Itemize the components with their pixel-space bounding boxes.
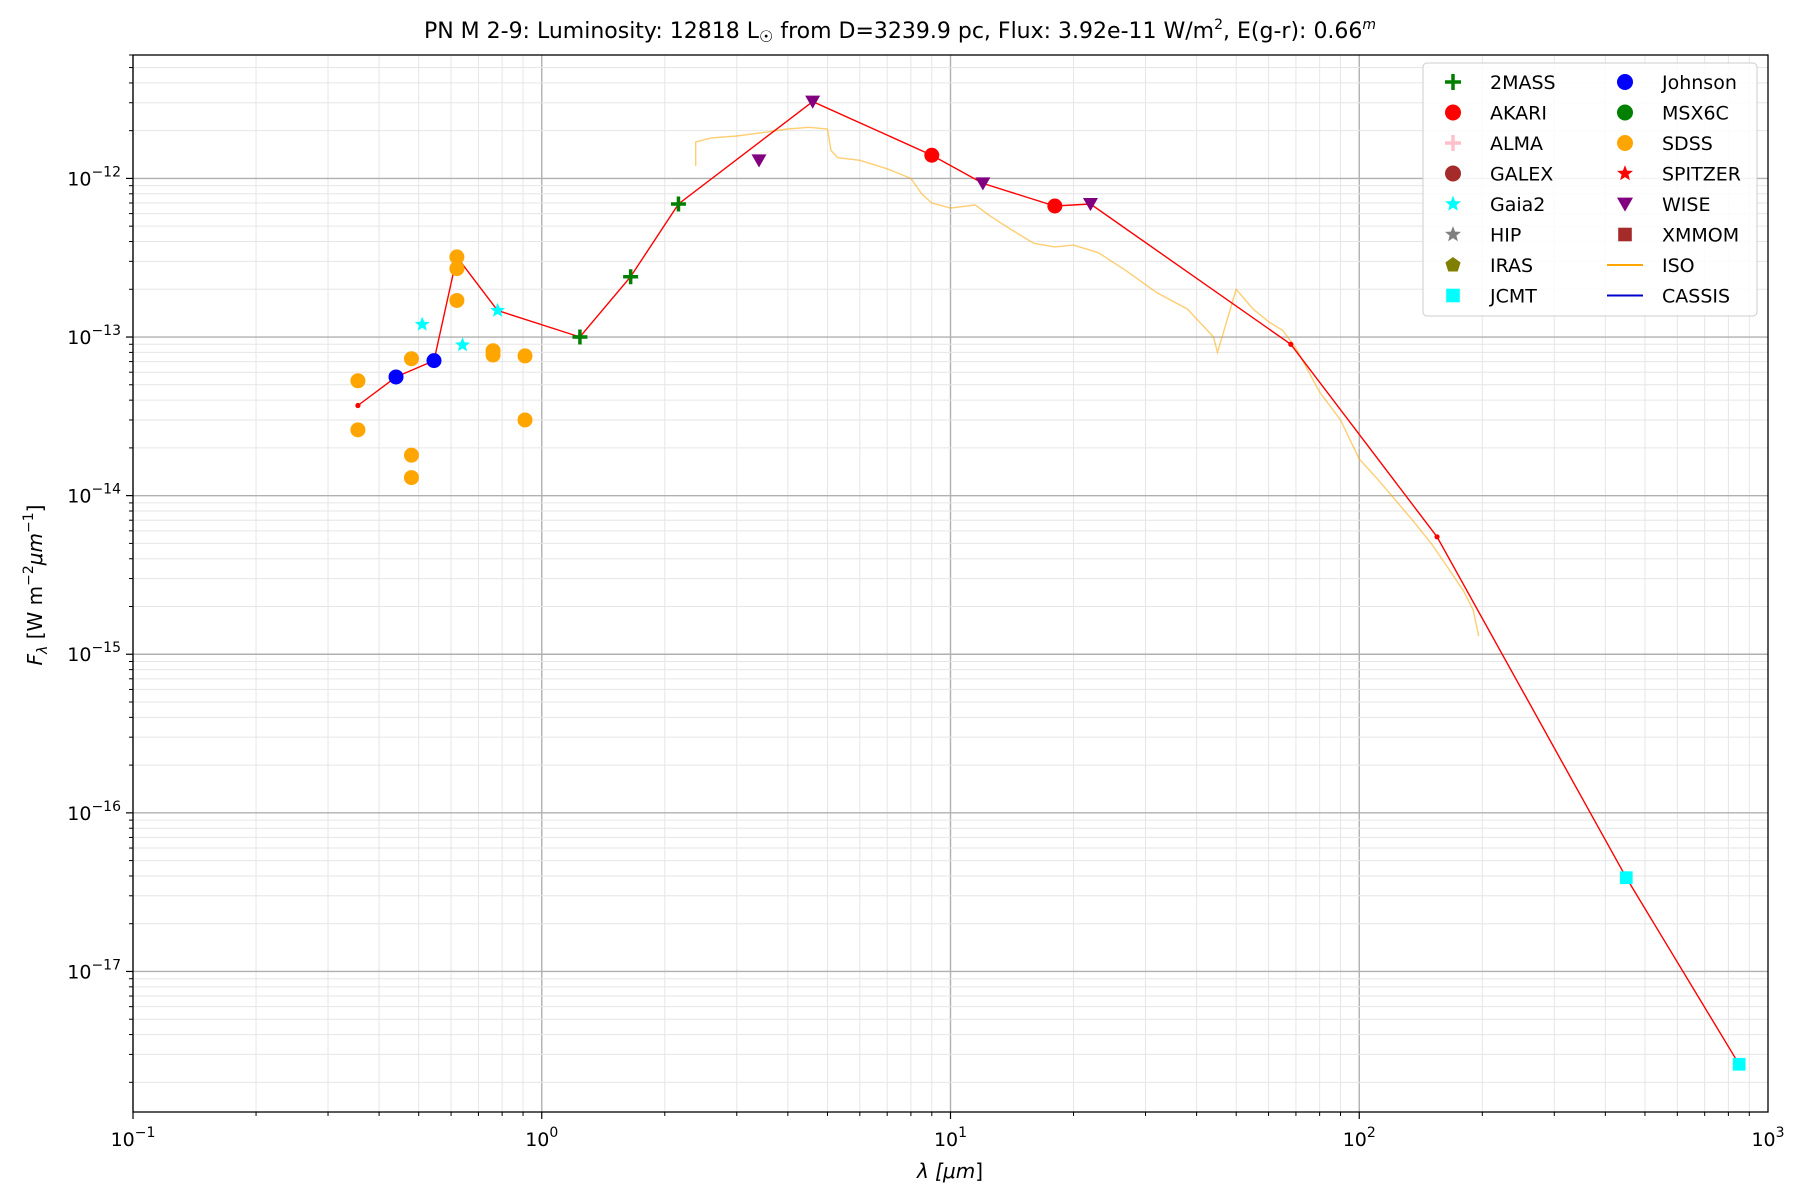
2mass-point [572,329,588,345]
legend-wise-marker [1617,197,1633,212]
sdss-point [517,412,533,428]
sdss-point [485,347,501,363]
jcmt-point [1619,871,1633,885]
legend-box [1422,62,1758,317]
legend-galex-marker [1445,165,1461,182]
sdss-point [449,249,465,265]
legend-johnson-marker [1617,74,1633,90]
legend-gaia2-label: Gaia2 [1490,194,1545,216]
legend-xmmom-label: XMMOM [1662,225,1739,247]
legend-iras-label: IRAS [1490,255,1533,277]
legend-msx6c-marker [1617,104,1633,121]
sdss-point [449,261,465,277]
legend-wise-label: WISE [1662,194,1710,216]
chart-title: PN M 2-9: Luminosity: 12818 L☉ from D=32… [424,17,1376,46]
legend: 2MASS Johnson AKARI MSX6C ALMA SDSS GALEX SPITZ… [1422,62,1758,317]
iso-spectrum-line [695,126,1480,637]
sed-model-point [355,402,361,409]
johnson-point [426,353,442,369]
wise-point [975,177,991,191]
x-tick-label: 103 [1751,1125,1784,1151]
sdss-point [403,470,419,486]
legend-sdss-label: SDSS [1662,133,1713,155]
legend-2mass-marker [1445,74,1461,90]
y-tick-label: 10−12 [67,164,121,190]
y-tick-label: 10−17 [67,957,121,983]
legend-hip-marker [1445,226,1461,242]
y-tick-label: 10−16 [67,799,121,825]
legend-jcmt-label: JCMT [1489,286,1537,308]
sdss-point [350,422,366,438]
sdss-point [350,373,366,389]
gaia2-point [414,316,430,331]
wise-point [1082,197,1098,212]
gaia2-point [455,337,470,352]
x-tick-label: 10−1 [111,1125,156,1151]
legend-spitzer-marker [1617,165,1633,181]
johnson-point [388,369,404,385]
legend-msx6c-label: MSX6C [1662,103,1729,125]
legend-sdss-marker [1617,135,1633,151]
legend-alma-marker [1445,135,1461,151]
akari-point [1047,198,1063,214]
2mass-point [670,196,686,212]
2mass-point [623,269,639,285]
axis-ticks [126,54,1750,1119]
y-tick-labels: 10−17 10−16 10−15 10−14 10−13 10−12 [67,164,121,983]
legend-gaia2-marker [1445,195,1461,211]
x-tick-label: 101 [934,1125,967,1151]
sed-model-point [1288,341,1294,347]
sdss-point [449,292,465,308]
sed-model-point [1434,534,1440,540]
legend-akari-label: AKARI [1490,103,1547,125]
akari-point [924,147,940,163]
wise-point [751,154,767,168]
x-tick-labels: 10−1 100 101 102 103 [111,1125,1785,1151]
data-points-layer [350,95,1746,1071]
y-tick-label: 10−15 [67,640,121,666]
x-tick-label: 102 [1343,1125,1376,1151]
y-tick-label: 10−13 [67,323,121,349]
x-tick-label: 100 [525,1125,558,1151]
iso-spectrum-layer [695,126,1480,637]
wise-point [805,95,821,109]
legend-iras-marker [1445,257,1461,272]
legend-johnson-label: Johnson [1661,72,1737,94]
legend-alma-label: ALMA [1490,133,1543,155]
legend-iso-label: ISO [1662,255,1695,277]
y-axis-label: Fλ [W m−2μm−1] [21,505,51,666]
sdss-point [403,447,419,463]
legend-galex-label: GALEX [1490,164,1553,186]
y-tick-label: 10−14 [67,482,121,508]
sdss-point [517,348,533,364]
jcmt-point [1732,1057,1746,1071]
gaia2-point [490,302,506,317]
legend-akari-marker [1445,104,1461,121]
legend-hip-label: HIP [1490,225,1521,247]
legend-2mass-label: 2MASS [1490,72,1556,94]
x-axis-label: λ [μm] [916,1159,983,1183]
sdss-point [403,351,419,367]
legend-spitzer-label: SPITZER [1662,164,1741,186]
legend-xmmom-marker [1618,227,1632,242]
legend-jcmt-marker [1446,288,1460,303]
legend-cassis-label: CASSIS [1662,286,1730,308]
